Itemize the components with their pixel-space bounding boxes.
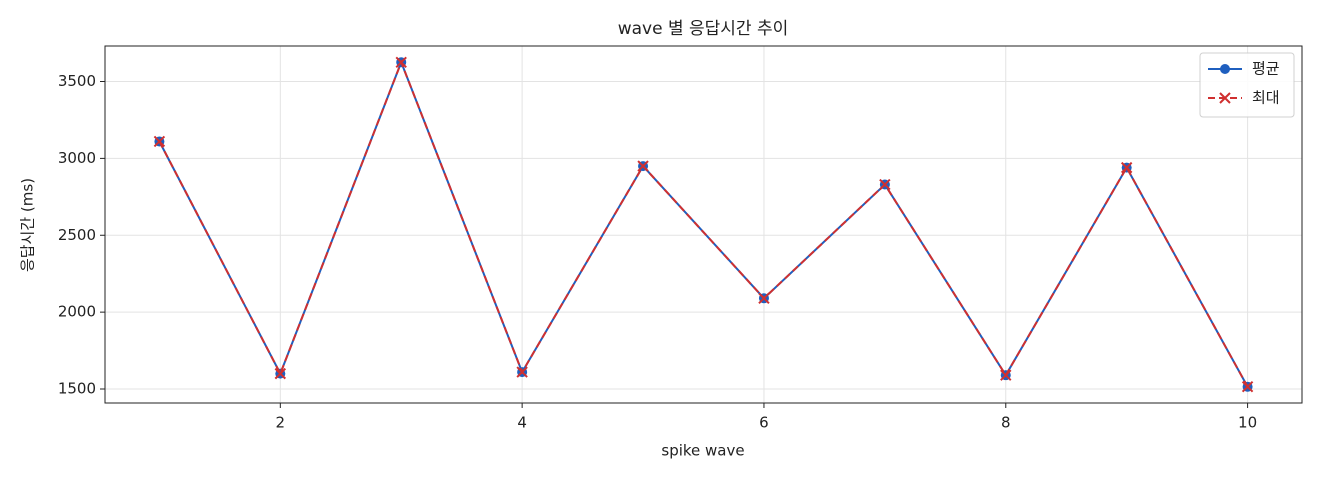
- x-tick-label: 8: [1001, 414, 1011, 432]
- data-point: [516, 366, 528, 378]
- data-point: [758, 292, 770, 305]
- data-point: [1241, 380, 1254, 393]
- plot-frame: [104, 45, 1303, 404]
- y-tick-label: 2500: [58, 226, 96, 244]
- y-tick-label: 1500: [58, 380, 96, 398]
- y-axis-label: 응답시간 (ms): [19, 178, 37, 272]
- data-point: [637, 160, 649, 172]
- legend-box: [1199, 52, 1295, 118]
- data-point: [274, 367, 287, 380]
- data-point: [1000, 369, 1012, 381]
- data-point: [395, 56, 407, 69]
- series-line: [158, 59, 1249, 388]
- data-point: [1120, 161, 1133, 174]
- x-tick-label: 6: [759, 414, 769, 432]
- y-tick-label: 3000: [58, 149, 96, 167]
- legend-marker: [1219, 92, 1231, 104]
- data-point: [879, 178, 891, 191]
- legend-label: 최대: [1252, 89, 1280, 107]
- y-tick-label: 2000: [58, 303, 96, 321]
- x-tick-label: 4: [517, 414, 527, 432]
- data-point: [153, 135, 166, 148]
- legend-marker: [1220, 64, 1230, 74]
- x-axis-label: spike wave: [661, 442, 744, 460]
- y-tick-label: 3500: [58, 72, 96, 90]
- chart-title: wave 별 응답시간 추이: [618, 19, 789, 39]
- x-tick-label: 2: [276, 414, 286, 432]
- x-tick-label: 10: [1238, 414, 1257, 432]
- legend-label: 평균: [1252, 60, 1280, 78]
- series-line: [158, 59, 1249, 388]
